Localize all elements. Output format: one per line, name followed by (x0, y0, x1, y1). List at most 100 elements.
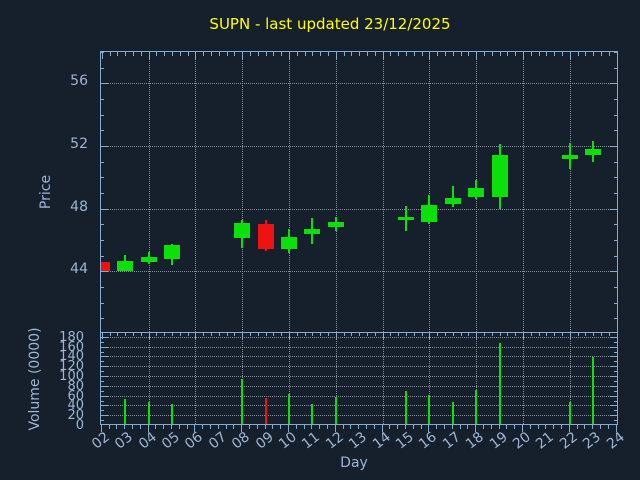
x-tick (202, 425, 204, 429)
y-tick (101, 390, 104, 392)
x-tick (476, 52, 478, 59)
x-tick (545, 425, 547, 429)
x-tick (233, 425, 235, 429)
x-tick (218, 332, 220, 336)
x-tick (132, 332, 134, 336)
candle-body-11 (304, 229, 321, 234)
x-tick (616, 332, 617, 339)
x-tick (272, 425, 274, 429)
x-tick (327, 332, 329, 336)
volume-gridline (101, 385, 617, 387)
y-tick (614, 161, 617, 163)
y-tick (101, 380, 104, 382)
x-tick (351, 332, 353, 336)
x-tick (607, 425, 609, 429)
x-tick (287, 425, 289, 432)
x-tick (280, 425, 282, 429)
volume-gridline-vertical (522, 332, 524, 424)
x-tick (242, 52, 244, 59)
x-tick (163, 425, 165, 429)
x-tick (482, 425, 484, 429)
x-tick (405, 332, 407, 336)
y-tick (101, 395, 108, 397)
x-tick (397, 425, 399, 429)
x-tick (343, 52, 345, 56)
x-tick (359, 332, 361, 336)
x-tick (593, 52, 595, 56)
x-tick (499, 52, 501, 56)
x-tick (443, 425, 445, 429)
y-tick (610, 83, 617, 85)
y-tick (610, 376, 617, 378)
volume-bar-23 (592, 357, 595, 424)
x-tick (320, 332, 322, 336)
x-tick (568, 425, 570, 432)
candle-body-05 (163, 245, 180, 259)
y-tick (101, 346, 108, 348)
x-tick (546, 52, 548, 56)
x-tick (546, 332, 548, 336)
x-tick (429, 52, 431, 59)
x-tick (537, 425, 539, 429)
volume-bar-17 (451, 401, 454, 424)
price-gridline (101, 271, 617, 273)
volume-gridline-vertical (335, 332, 337, 424)
y-tick (101, 83, 108, 85)
x-tick (538, 332, 540, 336)
y-tick (610, 385, 617, 387)
x-tick (109, 332, 111, 336)
volume-gridline-vertical (382, 332, 384, 424)
candle-body-09 (257, 224, 274, 249)
y-tick (101, 193, 104, 194)
y-tick (614, 224, 617, 226)
x-tick (257, 332, 259, 336)
y-tick (614, 240, 617, 241)
candle-body-15 (397, 217, 414, 220)
volume-tick-label: 40 (67, 398, 84, 414)
y-tick (610, 146, 617, 147)
x-tick (210, 52, 212, 56)
x-tick (498, 425, 500, 429)
x-tick (179, 52, 181, 56)
x-tick (600, 52, 602, 56)
x-tick (483, 52, 485, 56)
x-tick (436, 425, 438, 429)
y-tick (610, 366, 617, 368)
x-tick (460, 332, 462, 336)
volume-tick-label: 140 (59, 349, 84, 365)
x-tick (225, 425, 227, 429)
x-tick (584, 425, 586, 429)
x-tick (538, 52, 540, 56)
x-tick (365, 425, 367, 429)
x-tick (429, 332, 431, 339)
price-gridline-vertical (522, 52, 524, 332)
y-tick (614, 130, 617, 132)
x-tick (335, 52, 337, 59)
volume-bar-11 (311, 403, 314, 424)
y-tick (614, 318, 617, 320)
x-tick (382, 52, 384, 59)
x-tick (264, 425, 266, 429)
y-tick (101, 376, 108, 378)
x-tick (382, 332, 384, 339)
x-tick (405, 52, 407, 56)
y-tick (614, 400, 617, 402)
x-tick (616, 52, 617, 59)
y-tick (101, 318, 104, 320)
x-tick (554, 332, 556, 336)
x-tick (312, 332, 314, 336)
x-tick (186, 425, 188, 429)
x-tick (132, 52, 134, 56)
x-tick (381, 425, 383, 432)
x-tick (413, 332, 415, 336)
y-tick (610, 208, 617, 210)
y-tick (101, 356, 108, 358)
volume-gridline-vertical (616, 332, 617, 424)
x-tick (101, 52, 103, 59)
volume-gridline-vertical (429, 332, 431, 424)
x-tick (226, 52, 228, 56)
x-tick (195, 332, 197, 339)
x-tick (281, 332, 283, 336)
x-tick (593, 332, 595, 336)
